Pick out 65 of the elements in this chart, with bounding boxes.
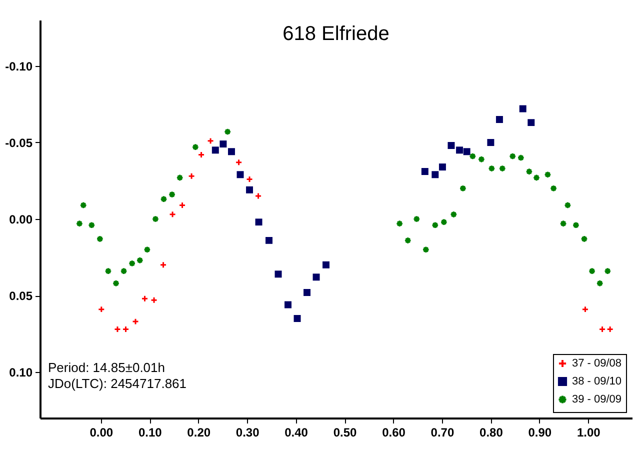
point bbox=[246, 186, 254, 194]
point bbox=[582, 306, 589, 313]
point bbox=[98, 306, 105, 313]
point bbox=[294, 315, 301, 322]
point bbox=[168, 191, 176, 198]
point bbox=[188, 172, 196, 180]
chart-title: 618 Elfriede bbox=[282, 23, 390, 45]
point bbox=[463, 148, 470, 156]
y-tick-label: 0.05 bbox=[9, 289, 33, 304]
point bbox=[254, 192, 262, 200]
legend-label: 37 - 09/08 bbox=[572, 358, 622, 370]
point bbox=[487, 138, 494, 146]
x-tick-label: 0.40 bbox=[284, 426, 308, 440]
point bbox=[519, 105, 526, 112]
y-tick-label: -0.10 bbox=[5, 59, 33, 74]
point bbox=[220, 140, 227, 148]
point bbox=[432, 171, 439, 178]
point bbox=[255, 218, 262, 226]
point bbox=[212, 146, 219, 154]
point bbox=[496, 116, 503, 123]
legend-label: 38 - 09/10 bbox=[572, 376, 622, 388]
point bbox=[246, 176, 254, 183]
x-tick-label: 0.90 bbox=[528, 426, 552, 440]
point bbox=[274, 270, 282, 278]
point bbox=[152, 216, 159, 222]
y-tick-label: 0.10 bbox=[9, 366, 33, 380]
point bbox=[207, 137, 214, 144]
x-tick-label: 0.50 bbox=[333, 426, 358, 440]
point bbox=[528, 119, 535, 126]
x-tick-label: 0.60 bbox=[382, 426, 406, 440]
point bbox=[322, 261, 330, 268]
point bbox=[228, 148, 235, 156]
point bbox=[421, 168, 428, 176]
point bbox=[122, 326, 130, 333]
x-tick-label: 0.70 bbox=[430, 426, 454, 440]
point bbox=[438, 163, 446, 170]
x-tick-label: 0.30 bbox=[236, 426, 260, 440]
point bbox=[456, 146, 464, 154]
annotation: JDo(LTC): 2454717.861 bbox=[48, 376, 187, 391]
point bbox=[150, 296, 158, 304]
point bbox=[141, 295, 148, 302]
x-tick-label: 1.00 bbox=[576, 426, 601, 440]
y-tick-label: 0.00 bbox=[9, 212, 33, 226]
point bbox=[598, 326, 606, 333]
y-tick-label: -0.05 bbox=[5, 136, 33, 150]
annotation: Period: 14.85±0.01h bbox=[48, 360, 165, 375]
point bbox=[236, 171, 244, 178]
x-tick-label: 0.20 bbox=[187, 426, 211, 440]
x-tick-label: 0.80 bbox=[480, 426, 504, 440]
point bbox=[235, 158, 242, 166]
point bbox=[312, 274, 320, 281]
point bbox=[132, 318, 139, 326]
point bbox=[448, 142, 455, 150]
point bbox=[160, 261, 167, 268]
point bbox=[114, 326, 121, 333]
x-tick-label: 0.00 bbox=[90, 426, 114, 440]
legend-label: 39 - 09/09 bbox=[572, 394, 622, 406]
point bbox=[304, 288, 310, 296]
point bbox=[606, 326, 614, 333]
point bbox=[178, 202, 186, 209]
point bbox=[284, 301, 292, 308]
point bbox=[266, 236, 272, 244]
point bbox=[198, 151, 205, 158]
x-tick-label: 0.10 bbox=[138, 426, 162, 440]
point bbox=[169, 210, 176, 218]
